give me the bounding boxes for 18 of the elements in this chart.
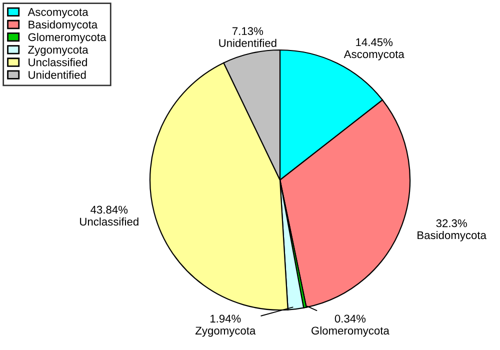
slice-label: Zygomycota bbox=[195, 326, 256, 337]
slice-label: Basidomycota bbox=[418, 230, 486, 242]
legend-label: Unclassified bbox=[28, 58, 87, 66]
data-label: 43.84% bbox=[90, 206, 128, 214]
data-label: 32.3% bbox=[436, 219, 467, 228]
slice-label: Ascomycota bbox=[344, 50, 404, 60]
legend-label: Glomeromycota bbox=[28, 32, 106, 44]
slice-label: Glomeromycota bbox=[312, 326, 390, 337]
slice-label: Unidentified bbox=[219, 38, 276, 48]
legend-label: Basidomycota bbox=[28, 20, 98, 31]
slice-label: Unclassified bbox=[80, 217, 138, 226]
data-label: 7.13% bbox=[232, 27, 264, 36]
legend-label: Ascomycota bbox=[28, 8, 88, 18]
data-label: 0.34% bbox=[334, 314, 366, 323]
data-label: 1.94% bbox=[210, 314, 241, 323]
data-label: 14.45% bbox=[356, 38, 393, 46]
legend-label: Unidentified bbox=[28, 70, 86, 79]
legend-label: Zygomycota bbox=[28, 46, 88, 56]
